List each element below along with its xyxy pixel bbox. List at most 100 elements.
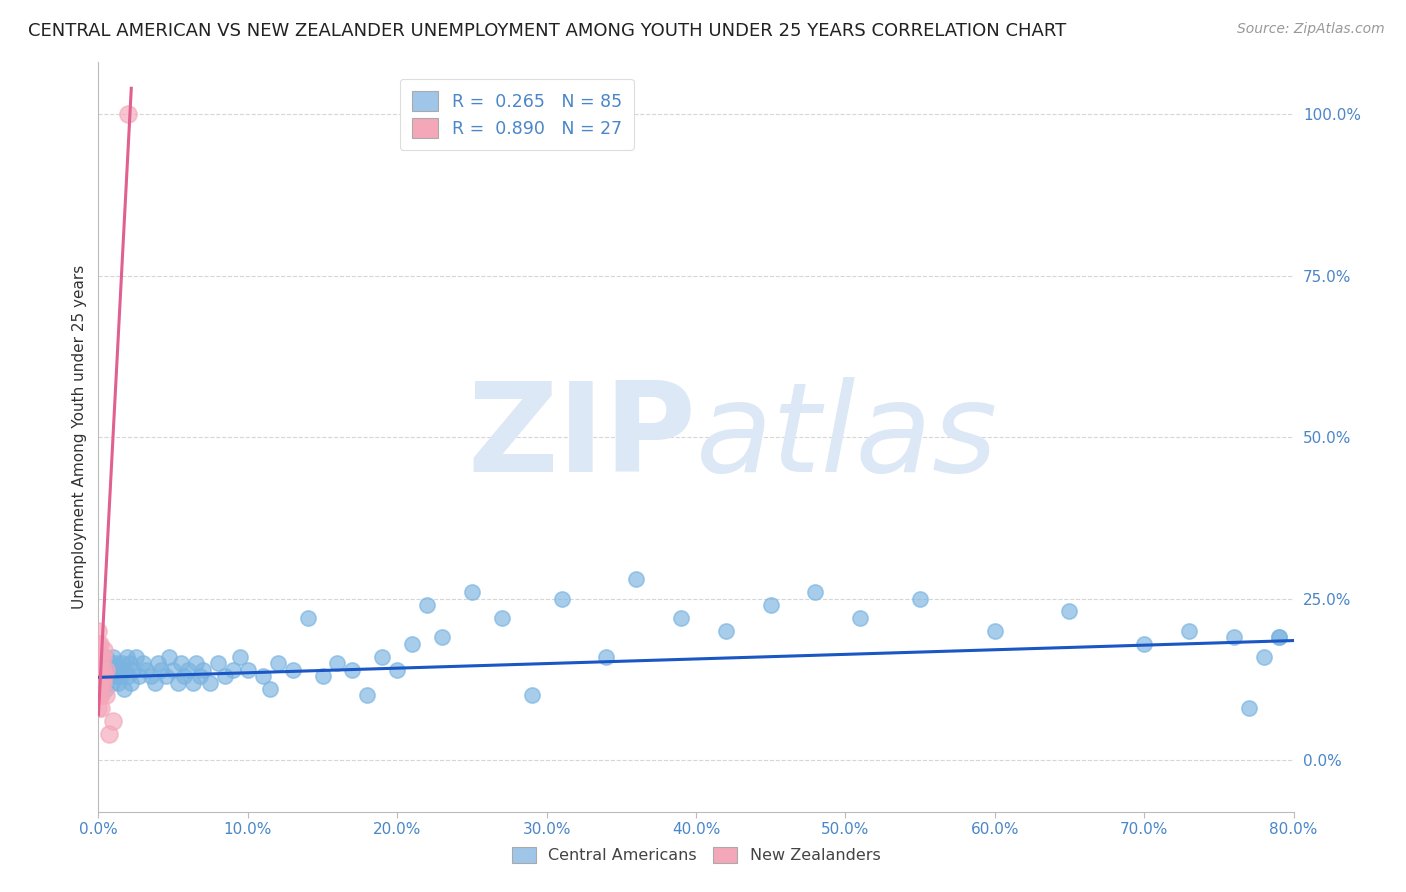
Point	[90, 649, 112, 664]
Point	[93, 643, 115, 657]
Point	[103, 663, 125, 677]
Point	[214, 669, 236, 683]
Point	[96, 663, 118, 677]
Point	[169, 656, 191, 670]
Point	[120, 675, 142, 690]
Point	[491, 611, 513, 625]
Point	[117, 107, 139, 121]
Point	[1267, 630, 1289, 644]
Point	[112, 681, 135, 696]
Point	[1059, 605, 1081, 619]
Text: CENTRAL AMERICAN VS NEW ZEALANDER UNEMPLOYMENT AMONG YOUTH UNDER 25 YEARS CORREL: CENTRAL AMERICAN VS NEW ZEALANDER UNEMPL…	[28, 22, 1066, 40]
Point	[804, 585, 827, 599]
Point	[849, 611, 872, 625]
Point	[371, 649, 394, 664]
Point	[87, 675, 110, 690]
Point	[93, 675, 115, 690]
Point	[1253, 649, 1275, 664]
Point	[342, 663, 364, 677]
Point	[385, 663, 409, 677]
Point	[103, 649, 125, 664]
Point	[311, 669, 333, 683]
Point	[128, 669, 150, 683]
Point	[759, 598, 782, 612]
Point	[87, 701, 110, 715]
Point	[90, 669, 112, 683]
Point	[236, 663, 259, 677]
Point	[669, 611, 692, 625]
Point	[94, 689, 117, 703]
Point	[87, 663, 110, 677]
Point	[416, 598, 439, 612]
Point	[520, 689, 543, 703]
Point	[98, 656, 122, 670]
Point	[430, 630, 453, 644]
Point	[229, 649, 252, 664]
Point	[87, 689, 110, 703]
Point	[101, 675, 124, 690]
Point	[117, 669, 139, 683]
Point	[107, 675, 129, 690]
Point	[908, 591, 931, 606]
Point	[148, 656, 170, 670]
Point	[143, 675, 166, 690]
Point	[200, 675, 222, 690]
Point	[90, 663, 112, 677]
Point	[105, 656, 128, 670]
Point	[91, 649, 114, 664]
Point	[104, 669, 127, 683]
Point	[267, 656, 290, 670]
Point	[87, 637, 110, 651]
Text: atlas: atlas	[696, 376, 998, 498]
Point	[132, 656, 155, 670]
Point	[222, 663, 245, 677]
Point	[89, 649, 111, 664]
Point	[118, 656, 141, 670]
Point	[157, 649, 180, 664]
Point	[207, 656, 229, 670]
Point	[87, 624, 110, 638]
Point	[173, 669, 195, 683]
Text: ZIP: ZIP	[467, 376, 696, 498]
Point	[181, 675, 204, 690]
Point	[984, 624, 1007, 638]
Point	[177, 663, 200, 677]
Legend: Central Americans, New Zealanders: Central Americans, New Zealanders	[503, 838, 889, 871]
Point	[188, 669, 211, 683]
Point	[89, 637, 111, 651]
Point	[110, 669, 132, 683]
Point	[94, 681, 117, 696]
Point	[162, 663, 184, 677]
Point	[87, 649, 110, 664]
Y-axis label: Unemployment Among Youth under 25 years: Unemployment Among Youth under 25 years	[72, 265, 87, 609]
Point	[155, 669, 177, 683]
Point	[1133, 637, 1156, 651]
Point	[595, 649, 617, 664]
Point	[281, 663, 304, 677]
Text: Source: ZipAtlas.com: Source: ZipAtlas.com	[1237, 22, 1385, 37]
Point	[125, 649, 148, 664]
Point	[259, 681, 281, 696]
Point	[90, 689, 112, 703]
Point	[401, 637, 423, 651]
Point	[114, 663, 136, 677]
Point	[115, 649, 138, 664]
Point	[252, 669, 274, 683]
Point	[356, 689, 378, 703]
Point	[89, 675, 111, 690]
Point	[550, 591, 572, 606]
Point	[89, 663, 111, 677]
Point	[1237, 701, 1260, 715]
Point	[166, 675, 188, 690]
Point	[1267, 630, 1289, 644]
Point	[91, 656, 114, 670]
Point	[91, 675, 114, 690]
Point	[97, 669, 120, 683]
Point	[97, 727, 120, 741]
Point	[89, 663, 111, 677]
Point	[150, 663, 173, 677]
Point	[139, 669, 162, 683]
Point	[111, 656, 134, 670]
Point	[1178, 624, 1201, 638]
Point	[191, 663, 214, 677]
